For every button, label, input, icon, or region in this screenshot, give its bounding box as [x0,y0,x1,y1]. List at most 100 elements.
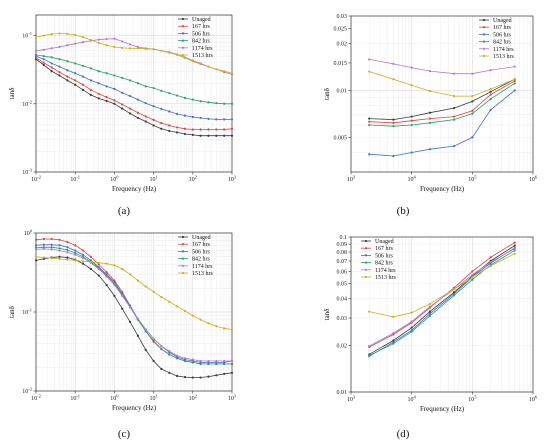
legend-label: 506 hrs [375,253,393,259]
series-line [369,71,515,97]
x-tick-label: 103 [347,395,356,404]
data-point [471,72,474,75]
data-point [136,47,140,50]
y-tick-label: 0.04 [337,297,348,303]
data-point [66,79,69,82]
data-point [176,374,179,378]
y-tick-label: 0.09 [337,242,348,248]
data-point [121,91,124,94]
data-point [144,285,147,288]
data-point [471,94,474,98]
data-point [410,311,413,314]
data-point [410,115,413,118]
legend-marker [181,257,185,260]
data-point [74,62,77,65]
data-point [230,72,234,75]
legend-marker [181,250,185,253]
y-tick-label: 10-3 [22,168,32,177]
data-point [81,83,85,86]
data-point [58,244,61,247]
data-point [50,66,53,69]
data-point [392,121,395,124]
data-point [74,259,77,262]
data-point [176,112,179,116]
data-point [191,133,194,136]
data-point [74,72,77,75]
data-point [128,273,132,276]
data-point [471,270,474,273]
data-point [128,112,132,115]
data-point [199,376,202,379]
data-point [136,317,140,320]
data-point [168,51,171,54]
data-point [168,349,171,353]
data-point [144,330,147,333]
data-point [105,262,108,265]
data-point [410,66,413,69]
data-point [215,102,218,105]
data-point [176,126,179,129]
x-tick-label: 106 [529,175,538,184]
data-point [66,69,69,72]
data-point [176,305,179,308]
data-point [513,252,516,255]
data-point [207,101,210,104]
data-point [152,118,155,122]
series-line [35,244,233,363]
data-point [223,70,226,73]
y-tick-label: 0.01 [337,88,348,94]
data-point [215,325,218,328]
data-point [97,92,100,95]
data-point [183,309,187,313]
y-axis-label: tanδ [8,305,16,318]
data-point [113,45,116,49]
x-axis-label: Frequency (Hz) [112,185,157,193]
data-point [50,62,53,65]
data-point [121,103,124,106]
data-point [168,124,171,127]
data-point [152,105,155,108]
data-point [230,127,234,130]
data-point [368,153,371,156]
data-point [199,128,202,131]
data-point [230,328,234,331]
data-point [105,72,108,75]
data-point [223,102,226,105]
data-point [105,37,108,41]
data-point [392,62,395,65]
series-line [369,245,515,355]
y-tick-label: 10-2 [22,99,32,108]
data-point [223,362,226,366]
y-tick-label: 0.1 [340,235,348,241]
series-line [35,256,233,378]
data-point [152,337,155,340]
x-tick-label: 101 [149,175,157,184]
legend-marker [181,53,185,57]
data-point [168,353,171,356]
data-point [58,238,61,241]
data-point [489,108,492,112]
data-point [513,89,516,92]
data-point [58,74,61,77]
legend-label: 167 hrs [192,242,210,248]
y-tick-label: 0.02 [337,41,348,47]
data-point [152,86,155,90]
data-point [199,362,202,366]
data-point [368,310,371,313]
data-point [34,246,38,249]
data-point [42,246,45,249]
legend-marker [364,239,368,243]
data-point [428,111,432,114]
y-axis-label: tanδ [323,87,331,100]
data-point [66,246,69,249]
y-tick-label: 0.005 [334,135,348,141]
data-point [223,359,226,363]
data-point [230,359,234,363]
series-line [35,55,232,120]
data-point [152,359,155,363]
data-point [392,125,395,128]
series-line [35,58,232,137]
